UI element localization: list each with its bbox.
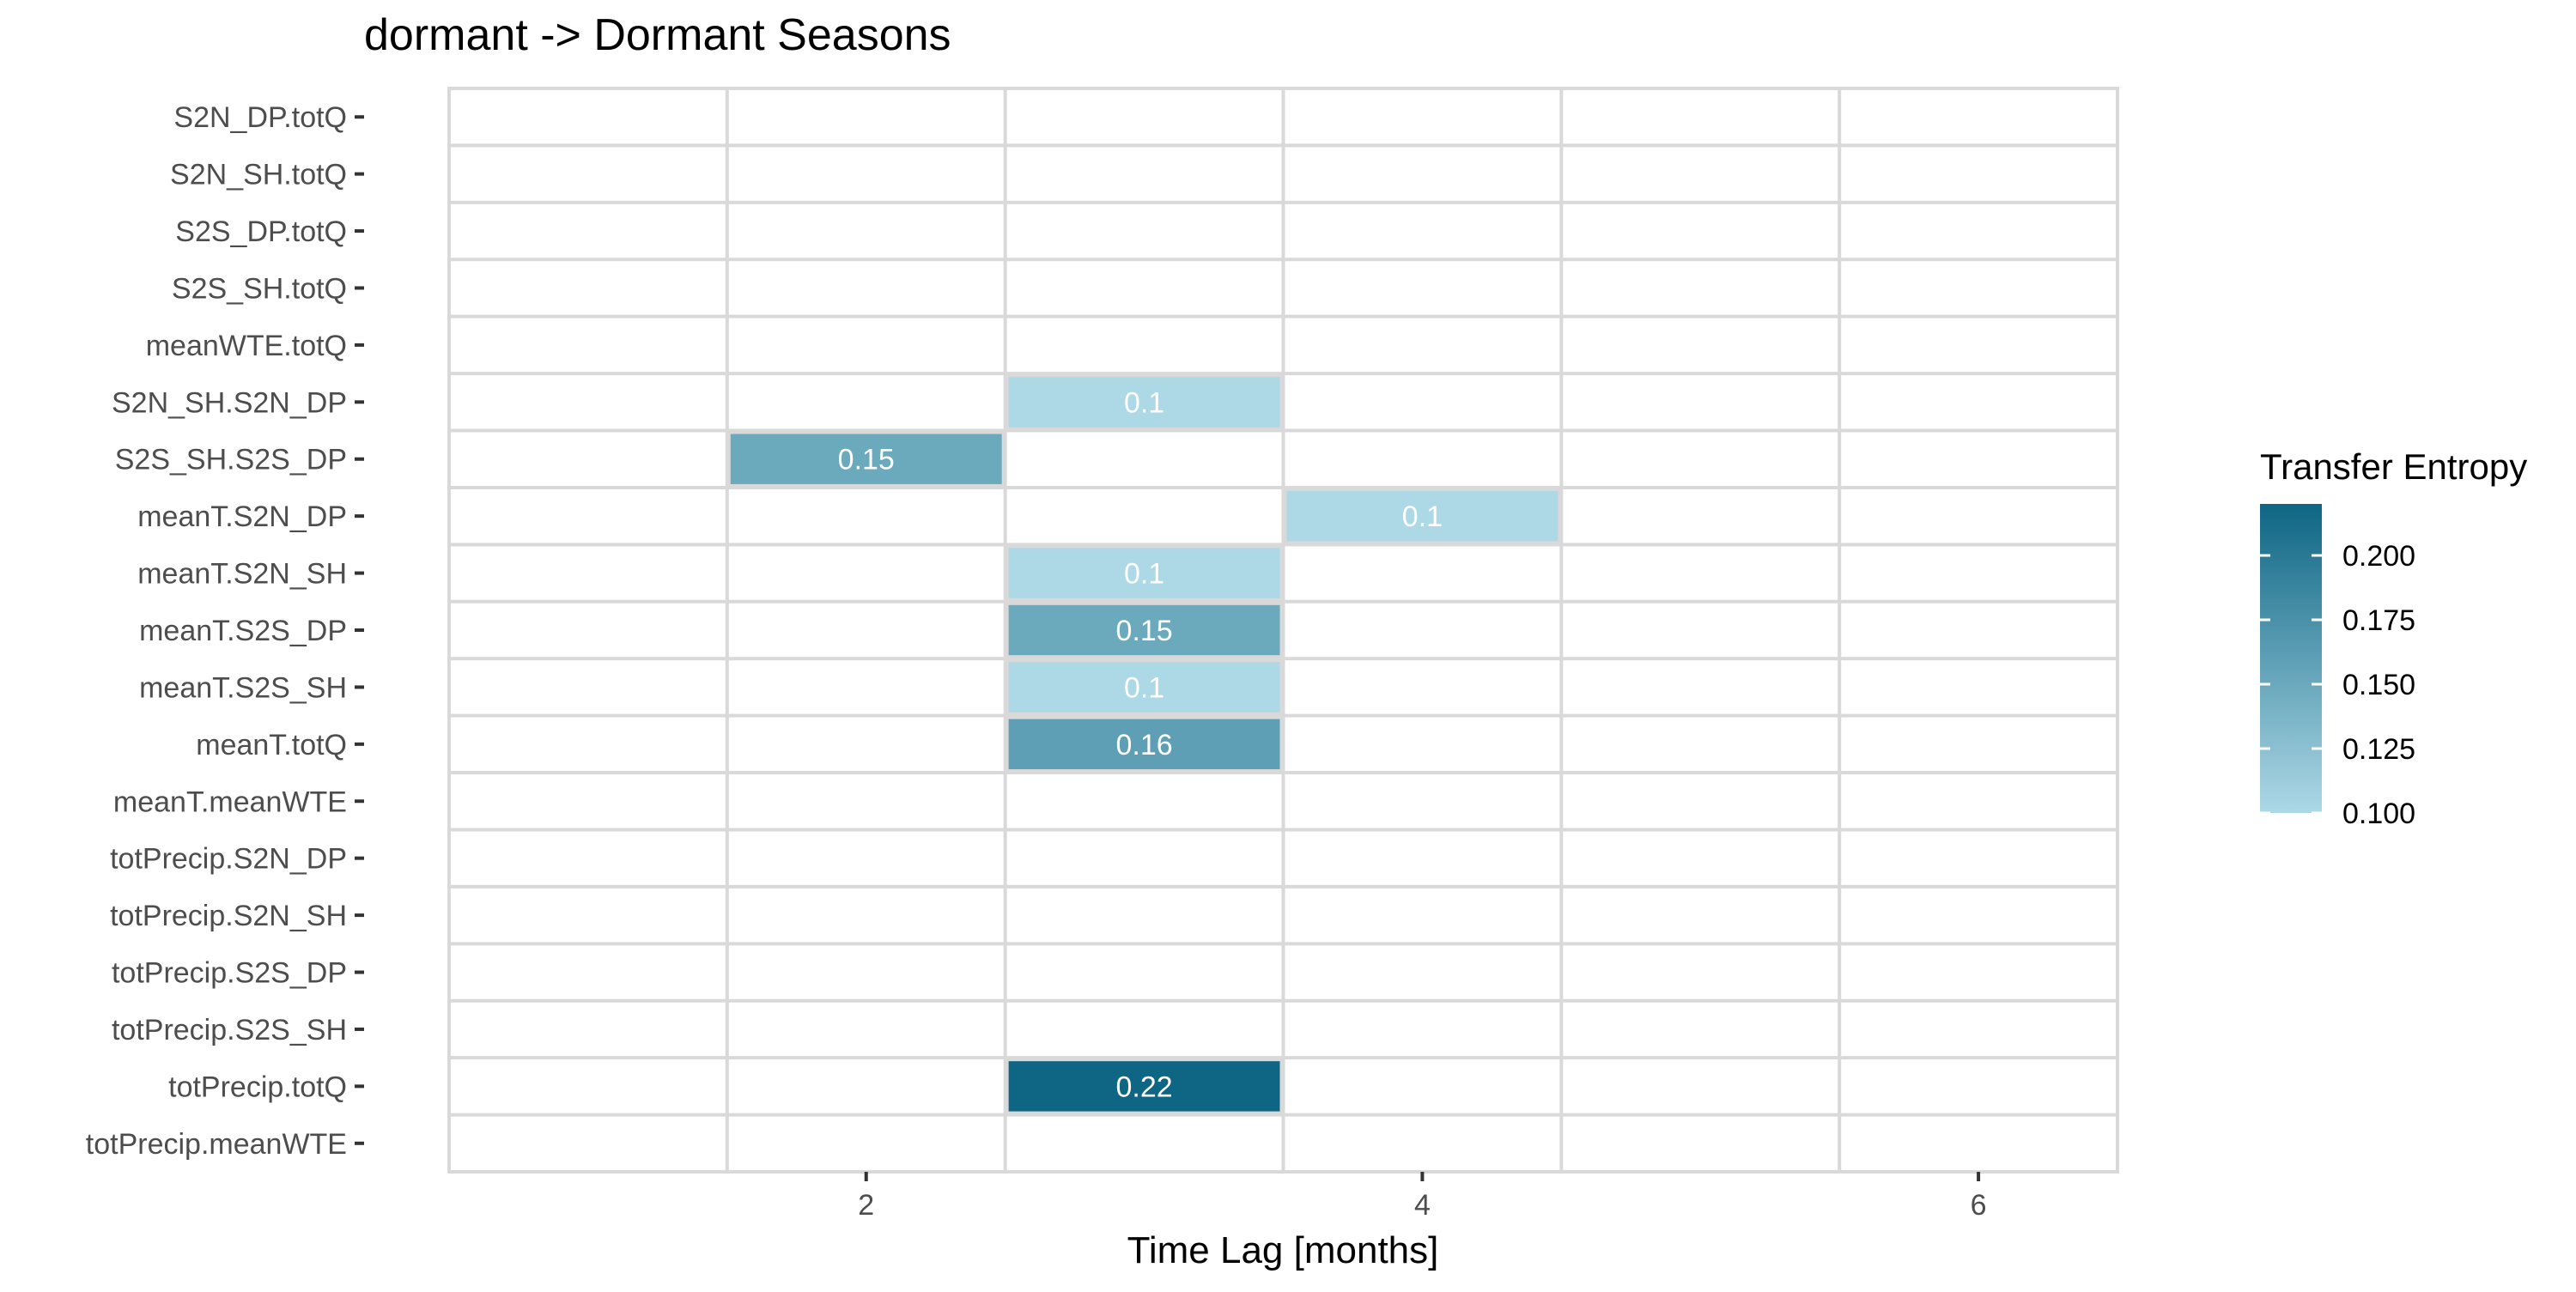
y-tick-label: meanT.S2S_DP bbox=[139, 615, 347, 647]
y-tick-label: meanT.meanWTE bbox=[113, 786, 347, 818]
y-tick-label: S2N_DP.totQ bbox=[173, 101, 347, 134]
y-tick-label: S2N_SH.S2N_DP bbox=[112, 386, 347, 419]
x-tick-label: 6 bbox=[1971, 1189, 1987, 1222]
legend-title: Transfer Entropy bbox=[2260, 446, 2527, 487]
x-axis-label: Time Lag [months] bbox=[1127, 1229, 1439, 1271]
cell-value-label: 0.15 bbox=[1115, 615, 1172, 647]
cell-value-label: 0.22 bbox=[1115, 1071, 1172, 1103]
chart-title: dormant -> Dormant Seasons bbox=[364, 10, 951, 60]
plot-panel bbox=[447, 87, 2119, 1174]
heatmap-cell bbox=[1005, 658, 1284, 716]
y-tick-label: meanT.S2S_SH bbox=[139, 671, 347, 704]
y-tick-label: totPrecip.S2S_DP bbox=[112, 957, 347, 990]
heatmap-cell bbox=[1005, 373, 1284, 431]
heatmap-cell bbox=[726, 430, 1005, 488]
legend: Transfer Entropy 0.100 0.125 0.150 0.175 0.2… bbox=[2260, 446, 2527, 830]
y-axis: S2N_DP.totQ S2N_SH.totQ S2S_DP.totQ S2S_SH.… bbox=[86, 101, 364, 1161]
cell-value-label: 0.15 bbox=[838, 444, 895, 476]
legend-tick-label: 0.150 bbox=[2342, 669, 2415, 701]
y-tick-label: meanWTE.totQ bbox=[146, 330, 347, 362]
heatmap-cells: 0.1 0.15 0.1 0.1 0.15 0.1 0.16 0.22 bbox=[726, 373, 1562, 1115]
heatmap-cell bbox=[1005, 1058, 1284, 1115]
y-tick-label: S2S_SH.totQ bbox=[172, 272, 347, 305]
y-tick-label: totPrecip.S2N_DP bbox=[110, 843, 347, 876]
y-tick-label: totPrecip.S2S_SH bbox=[112, 1014, 347, 1046]
y-tick-label: meanT.S2N_DP bbox=[137, 500, 347, 533]
cell-value-label: 0.1 bbox=[1124, 386, 1164, 419]
cell-value-label: 0.16 bbox=[1115, 729, 1172, 761]
x-tick-label: 4 bbox=[1414, 1189, 1431, 1222]
y-tick-label: meanT.totQ bbox=[196, 729, 347, 761]
y-tick-label: totPrecip.totQ bbox=[168, 1071, 347, 1103]
y-tick-label: totPrecip.S2N_SH bbox=[110, 900, 347, 932]
heatmap-cell bbox=[1005, 601, 1284, 659]
y-tick-label: S2S_DP.totQ bbox=[175, 215, 347, 248]
legend-tick-label: 0.175 bbox=[2342, 604, 2415, 637]
y-tick-label: meanT.S2N_SH bbox=[137, 558, 347, 591]
cell-value-label: 0.1 bbox=[1124, 558, 1164, 591]
heatmap-cell bbox=[1283, 487, 1562, 545]
legend-tick-label: 0.200 bbox=[2342, 540, 2415, 573]
x-axis: 2 4 6 bbox=[858, 1172, 1987, 1222]
cell-value-label: 0.1 bbox=[1124, 671, 1164, 704]
y-tick-label: totPrecip.meanWTE bbox=[86, 1128, 347, 1161]
x-tick-label: 2 bbox=[858, 1189, 874, 1222]
y-tick-label: S2N_SH.totQ bbox=[170, 159, 347, 191]
cell-value-label: 0.1 bbox=[1402, 500, 1443, 533]
legend-colorbar bbox=[2260, 504, 2322, 813]
y-tick-label: S2S_SH.S2S_DP bbox=[115, 444, 347, 476]
heatmap-cell bbox=[1005, 715, 1284, 773]
heatmap-cell bbox=[1005, 544, 1284, 602]
legend-tick-label: 0.125 bbox=[2342, 733, 2415, 766]
legend-tick-label: 0.100 bbox=[2342, 798, 2415, 830]
